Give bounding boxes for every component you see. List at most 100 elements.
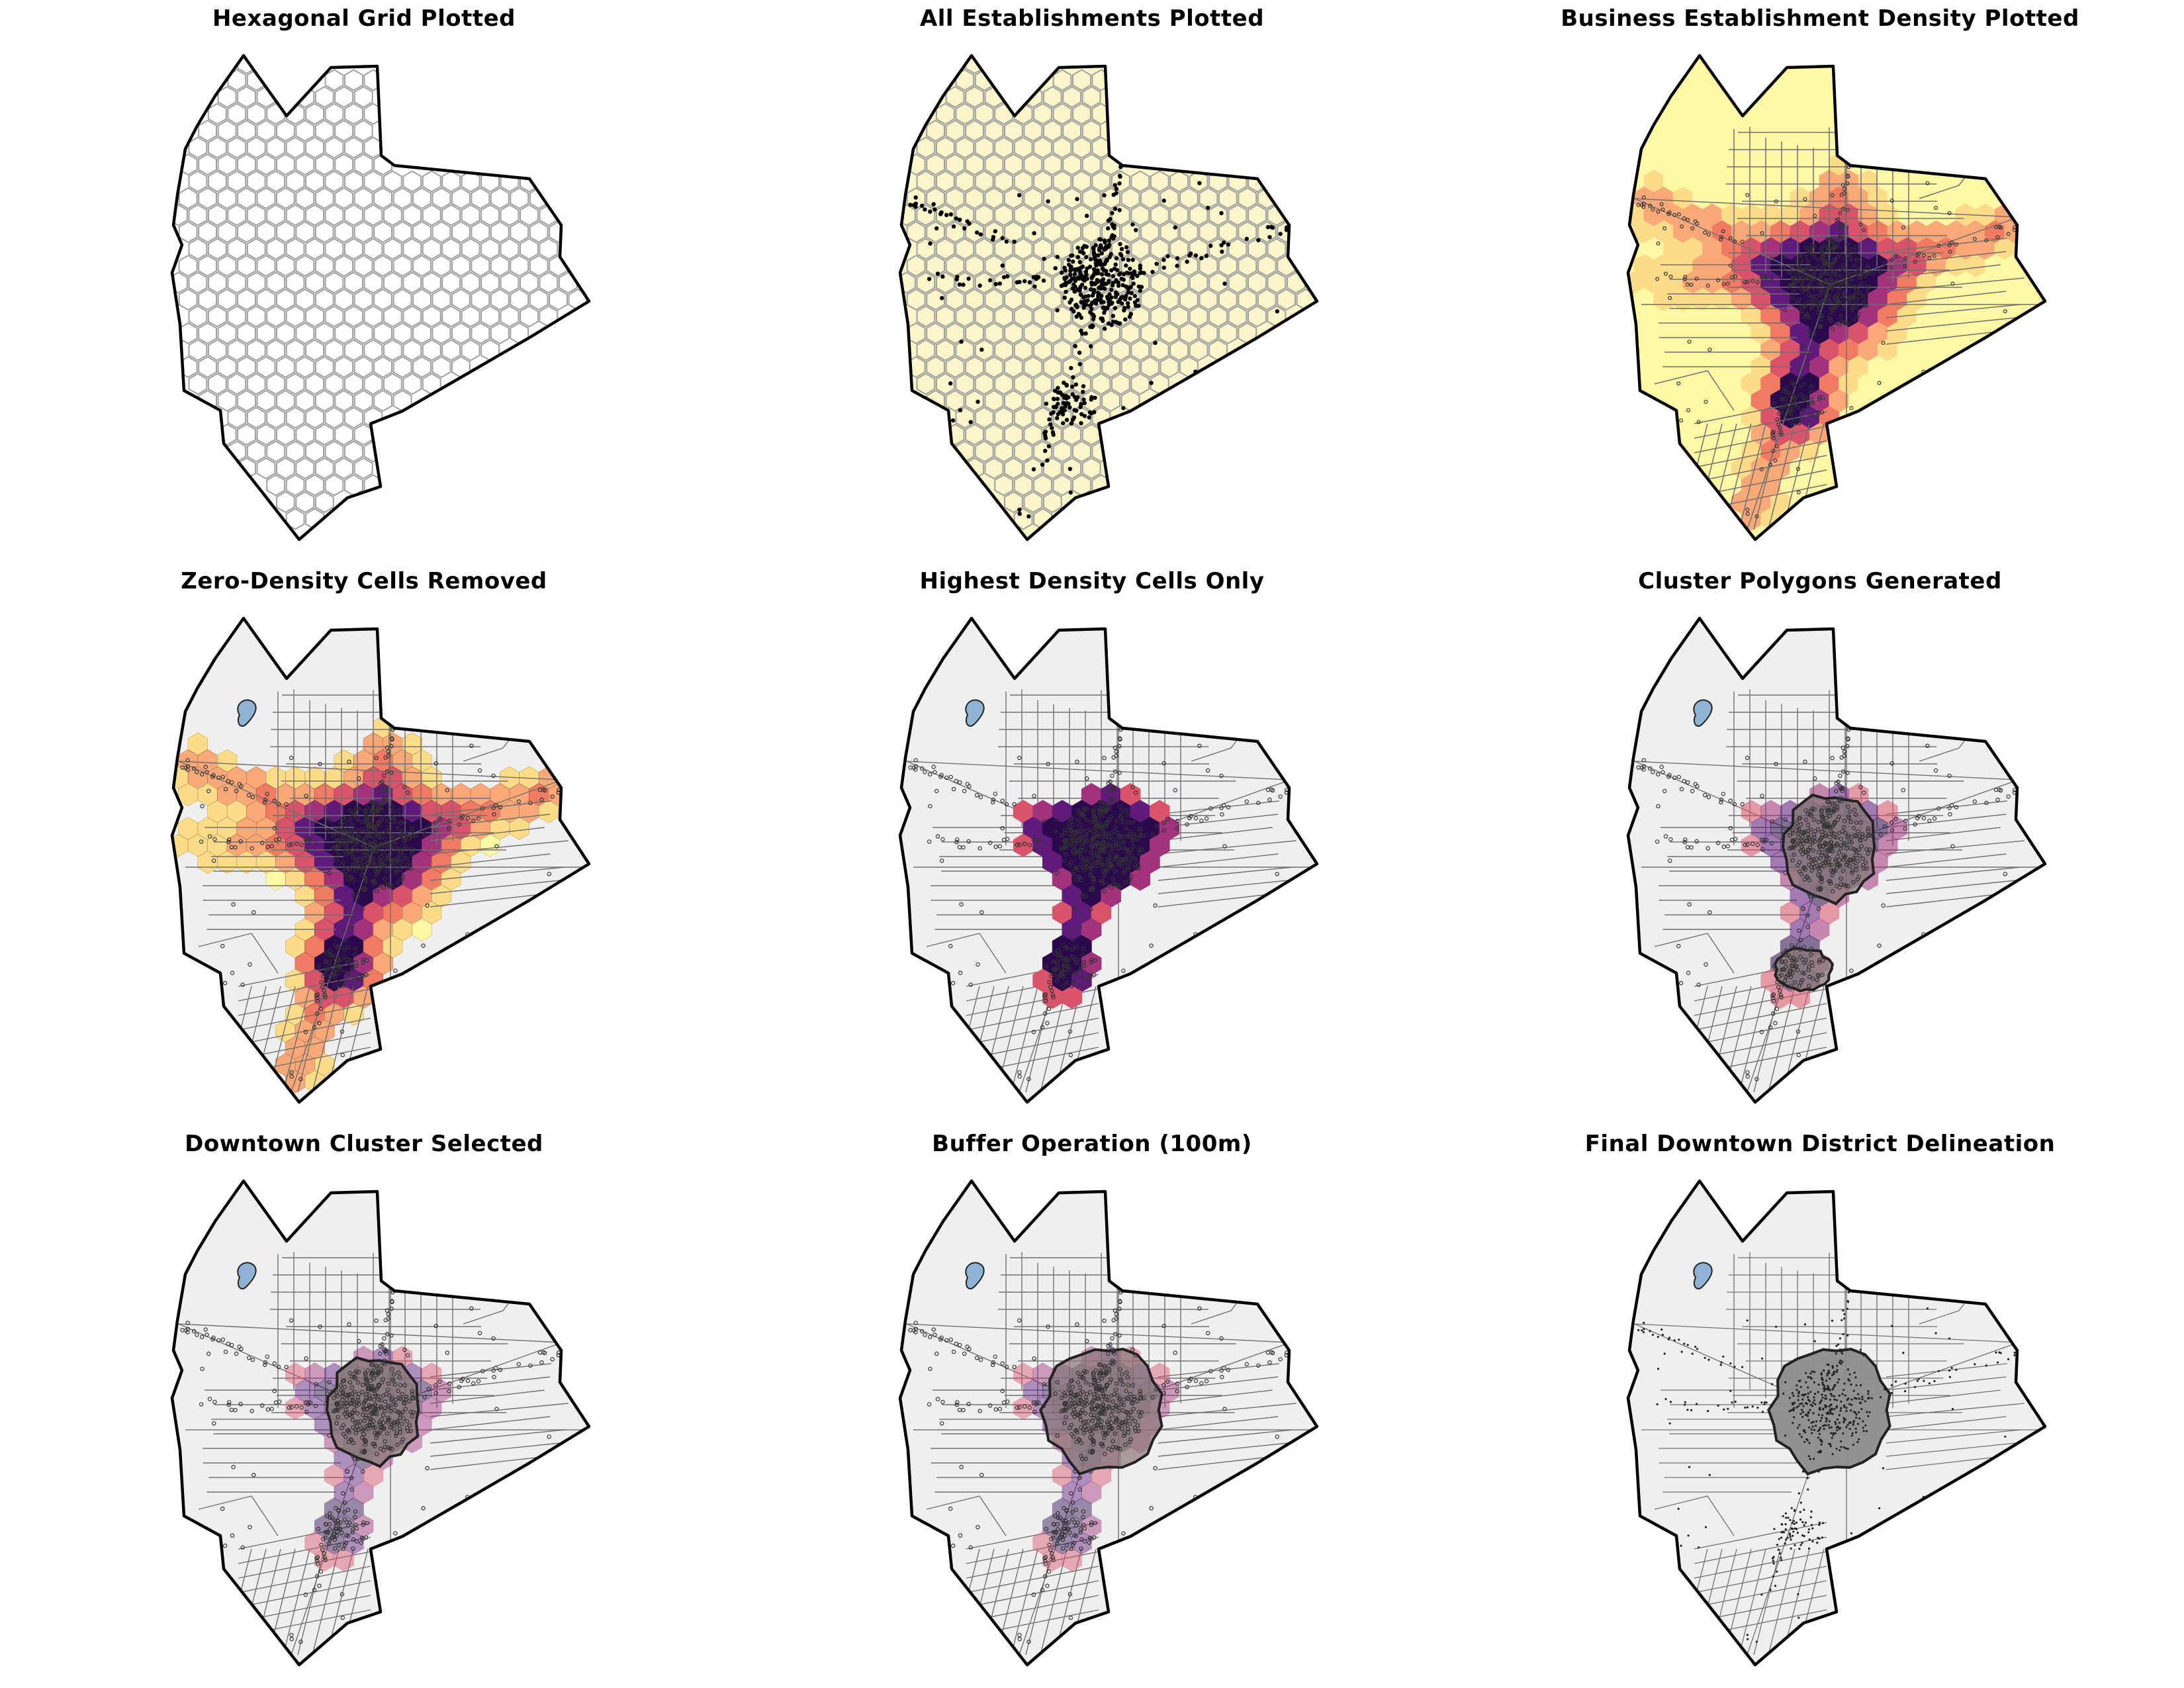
hex-cell [295, 187, 315, 210]
establishment-point [1847, 816, 1852, 820]
hex-edge [304, 935, 325, 959]
establishment-point [931, 765, 936, 769]
establishment-point [361, 838, 366, 843]
establishment-point [457, 1385, 461, 1389]
density-cell [1848, 220, 1869, 244]
hex-cell [1062, 220, 1082, 244]
establishment-point [1773, 1021, 1778, 1025]
establishment-point [1071, 267, 1077, 272]
road [430, 867, 565, 881]
establishment-point [1114, 819, 1119, 823]
establishment-point [265, 1407, 270, 1412]
establishment-point [1842, 187, 1846, 191]
establishment-point [1841, 262, 1846, 267]
establishment-point [1848, 257, 1853, 261]
hex-cell [198, 288, 217, 311]
establishment-point [379, 861, 385, 867]
establishment-point [1064, 418, 1069, 422]
hex-edge [353, 884, 374, 908]
establishment-point [1000, 236, 1005, 240]
establishment-point [199, 1402, 204, 1407]
establishment-point [1814, 294, 1819, 299]
establishment-point [365, 1368, 370, 1373]
establishment-point [1903, 256, 1908, 261]
establishment-point [346, 1534, 351, 1538]
map-highest-density [898, 616, 1319, 1104]
establishment-point [1719, 235, 1724, 240]
establishment-point [335, 831, 340, 835]
establishment-point [322, 1551, 326, 1556]
establishment-point [1060, 972, 1065, 977]
hex-cell [520, 238, 539, 260]
road [430, 1389, 545, 1404]
road [430, 1363, 551, 1378]
hex-cell [324, 271, 344, 294]
hex-cell [412, 288, 432, 311]
establishment-point [1803, 850, 1808, 855]
establishment-point [1803, 287, 1808, 292]
establishment-point [343, 1434, 348, 1439]
hex-cell [217, 389, 237, 412]
establishment-point [263, 1362, 267, 1368]
establishment-point [1120, 283, 1125, 287]
establishment-point [1012, 802, 1017, 807]
hex-cell [256, 322, 276, 345]
hex-edge [422, 901, 442, 925]
establishment-point [1053, 829, 1058, 833]
town-boundary [170, 54, 591, 541]
road [1886, 291, 2007, 305]
establishment-point [1091, 810, 1096, 814]
establishment-point [1050, 988, 1054, 993]
density-cell [324, 867, 345, 891]
road [1654, 933, 1735, 974]
hex-cell [1238, 254, 1257, 277]
hex-cell [965, 119, 984, 142]
hex-cell [490, 220, 510, 244]
hex-cell [178, 220, 198, 244]
hex-cell [402, 170, 422, 193]
town-boundary [1626, 616, 2047, 1104]
establishment-point [939, 210, 944, 214]
establishment-point [1088, 872, 1093, 877]
establishment-point [1809, 397, 1814, 402]
establishment-point [341, 860, 346, 865]
hex-cell [974, 103, 994, 125]
density-cell [1868, 287, 1888, 312]
establishment-point [379, 841, 383, 846]
establishment-point [272, 1361, 277, 1366]
establishment-point [387, 883, 392, 888]
establishment-point [1204, 254, 1209, 258]
establishment-point [1783, 817, 1788, 822]
establishment-point [539, 1360, 544, 1365]
establishment-point [340, 1029, 345, 1034]
establishment-point [1759, 467, 1764, 471]
hex-edge [499, 766, 520, 790]
establishment-point [1091, 876, 1097, 882]
road [1753, 423, 1781, 530]
density-cell [343, 968, 364, 992]
establishment-point [1219, 773, 1224, 778]
establishment-point [1078, 967, 1083, 972]
establishment-point [426, 1387, 431, 1391]
establishment-point [1090, 886, 1095, 890]
establishment-point [363, 1371, 368, 1376]
establishment-point [395, 880, 400, 884]
hex-cell [1120, 220, 1140, 244]
establishment-point [1132, 300, 1138, 305]
hex-cell [373, 389, 392, 412]
hex-cell [984, 288, 1004, 311]
establishment-point [1820, 850, 1825, 855]
establishment-point [332, 1532, 336, 1538]
establishment-point [379, 855, 384, 859]
establishment-point [308, 837, 313, 843]
establishment-point [349, 851, 354, 856]
establishment-point [1091, 880, 1096, 884]
establishment-point [1149, 943, 1154, 948]
hex-cell [461, 339, 480, 361]
hex-cell [1023, 288, 1043, 311]
hex-cell [1004, 288, 1023, 311]
density-cell [207, 800, 228, 823]
hex-cell [945, 389, 965, 412]
establishment-point [1046, 1006, 1052, 1011]
establishment-point [1818, 323, 1823, 328]
